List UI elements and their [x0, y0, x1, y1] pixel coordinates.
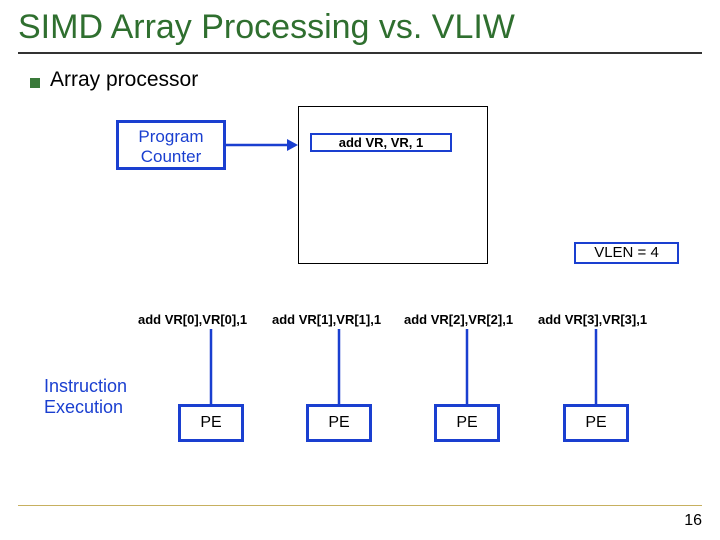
add-label-1: add VR[1],VR[1],1: [272, 312, 381, 327]
program-counter-box: Program Counter: [116, 120, 226, 170]
add-label-3: add VR[3],VR[3],1: [538, 312, 647, 327]
pe-text: PE: [200, 414, 221, 431]
instruction-execution-label: Instruction Execution: [44, 376, 127, 417]
title-rule: [18, 52, 702, 54]
pc-line2: Counter: [141, 147, 201, 166]
pe-box-1: PE: [306, 404, 372, 442]
pe-text: PE: [328, 414, 349, 431]
add-label-0: add VR[0],VR[0],1: [138, 312, 247, 327]
pe-line-2: [465, 329, 469, 404]
footer-rule: [18, 505, 702, 506]
bullet-text: Array processor: [50, 68, 198, 92]
inst-exec-line1: Instruction: [44, 376, 127, 396]
pe-box-2: PE: [434, 404, 500, 442]
instruction-box: add VR, VR, 1: [310, 133, 452, 152]
pe-line-1: [337, 329, 341, 404]
fetch-box: [298, 106, 488, 264]
slide-title: SIMD Array Processing vs. VLIW: [18, 8, 515, 47]
vlen-text: VLEN = 4: [594, 244, 659, 261]
pe-box-3: PE: [563, 404, 629, 442]
pe-box-0: PE: [178, 404, 244, 442]
pc-to-fetch-arrow: [216, 135, 308, 155]
pe-text: PE: [585, 414, 606, 431]
pe-text: PE: [456, 414, 477, 431]
pe-line-3: [594, 329, 598, 404]
bullet-square: [30, 78, 40, 88]
pe-line-0: [209, 329, 213, 404]
pc-line1: Program: [138, 127, 203, 146]
page-number: 16: [684, 512, 702, 530]
inst-exec-line2: Execution: [44, 397, 123, 417]
instruction-text: add VR, VR, 1: [339, 135, 424, 150]
add-label-2: add VR[2],VR[2],1: [404, 312, 513, 327]
vlen-box: VLEN = 4: [574, 242, 679, 264]
